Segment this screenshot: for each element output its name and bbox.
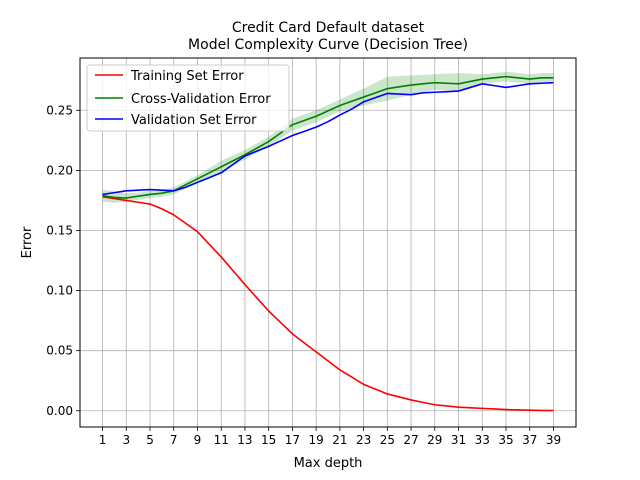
legend-label-training: Training Set Error bbox=[130, 69, 244, 84]
y-tick-label: 0.15 bbox=[46, 223, 73, 237]
legend-frame bbox=[86, 64, 290, 132]
x-axis-ticks: 1 3 5 7 9 11 13 15 17 19 21 23 25 27 29 31 33 35 37 39 bbox=[99, 427, 561, 447]
x-axis-label: Max depth bbox=[294, 456, 363, 471]
chart-title: Credit Card Default dataset bbox=[232, 20, 425, 36]
x-tick-label: 35 bbox=[498, 433, 513, 447]
x-tick-label: 29 bbox=[427, 433, 442, 447]
x-tick-label: 3 bbox=[122, 433, 130, 447]
x-tick-label: 25 bbox=[380, 433, 395, 447]
x-tick-label: 23 bbox=[356, 433, 371, 447]
series-lines bbox=[102, 75, 554, 412]
x-tick-label: 27 bbox=[403, 433, 418, 447]
x-tick-label: 11 bbox=[214, 433, 229, 447]
validation-error-line bbox=[102, 81, 554, 196]
x-tick-label: 15 bbox=[261, 433, 276, 447]
x-tick-label: 13 bbox=[237, 433, 252, 447]
y-tick-label: 0.20 bbox=[46, 163, 73, 177]
x-tick-label: 39 bbox=[546, 433, 561, 447]
chart-subtitle: Model Complexity Curve (Decision Tree) bbox=[188, 37, 468, 53]
y-tick-label: 0.00 bbox=[46, 404, 73, 418]
x-tick-label: 1 bbox=[99, 433, 107, 447]
x-tick-label: 21 bbox=[332, 433, 347, 447]
y-axis-ticks: 0.00 0.05 0.10 0.15 0.20 0.25 bbox=[46, 103, 80, 418]
legend-label-validation: Validation Set Error bbox=[131, 113, 257, 128]
y-tick-label: 0.25 bbox=[46, 103, 73, 117]
x-tick-label: 19 bbox=[308, 433, 323, 447]
y-axis-label: Error bbox=[20, 226, 35, 258]
x-tick-label: 7 bbox=[170, 433, 178, 447]
x-tick-label: 17 bbox=[285, 433, 300, 447]
x-tick-label: 5 bbox=[146, 433, 154, 447]
legend-label-cross-validation: Cross-Validation Error bbox=[131, 92, 271, 107]
y-tick-label: 0.10 bbox=[46, 284, 73, 298]
training-error-line bbox=[102, 196, 554, 412]
x-tick-label: 37 bbox=[522, 433, 537, 447]
plot-frame bbox=[79, 57, 577, 428]
y-tick-label: 0.05 bbox=[46, 344, 73, 358]
legend: Training Set Error Cross-Validation Erro… bbox=[86, 64, 290, 132]
x-tick-label: 33 bbox=[475, 433, 490, 447]
x-tick-label: 9 bbox=[194, 433, 202, 447]
x-tick-label: 31 bbox=[451, 433, 466, 447]
